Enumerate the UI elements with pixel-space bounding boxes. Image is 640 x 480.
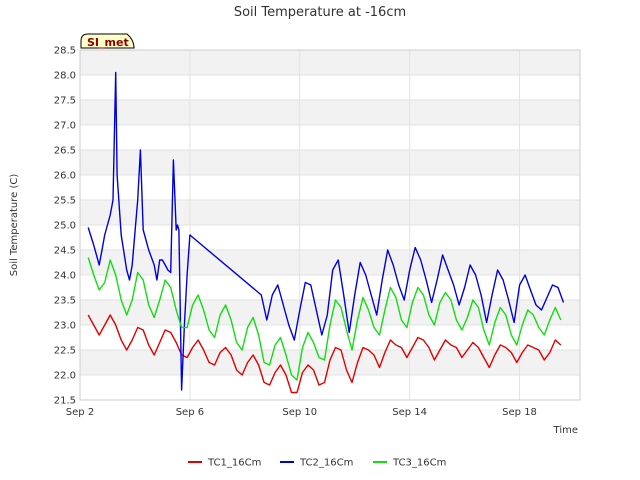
y-tick-label: 23.0	[54, 321, 76, 332]
x-axis-label: Time	[553, 425, 578, 436]
y-tick-label: 23.5	[54, 296, 76, 307]
chart-title: Soil Temperature at -16cm	[234, 5, 406, 20]
y-tick-label: 28.5	[54, 46, 76, 57]
y-axis-ticks: 21.5 22.0 22.5 23.0 23.5 24.0 24.5 25.0 25.5 26.0…	[54, 46, 76, 407]
x-axis-ticks: Sep 2 Sep 6 Sep 10 Sep 14 Sep 18	[66, 407, 537, 418]
background-band	[80, 200, 580, 225]
series-lines	[87, 71, 565, 394]
y-tick-label: 24.0	[54, 271, 76, 282]
x-tick-label: Sep 10	[282, 407, 317, 418]
site-badge: SI_met	[80, 33, 135, 49]
site-badge-shape	[80, 33, 135, 49]
y-tick-label: 28.0	[54, 71, 76, 82]
y-axis-label: Soil Temperature (C)	[9, 174, 20, 277]
background-band	[80, 150, 580, 175]
y-tick-label: 25.5	[54, 196, 76, 207]
y-tick-label: 27.0	[54, 121, 76, 132]
x-tick-label: Sep 2	[66, 407, 94, 418]
y-tick-label: 26.5	[54, 146, 76, 157]
background-band	[80, 100, 580, 125]
x-tick-label: Sep 14	[392, 407, 427, 418]
legend-label: TC3_16Cm	[392, 458, 446, 469]
y-tick-label: 22.0	[54, 371, 76, 382]
plot-background-bands	[80, 50, 580, 375]
legend: TC1_16Cm TC2_16Cm TC3_16Cm	[188, 458, 446, 469]
y-tick-label: 27.5	[54, 96, 76, 107]
background-band	[80, 50, 580, 75]
x-tick-label: Sep 6	[176, 407, 204, 418]
background-band	[80, 300, 580, 325]
legend-label: TC1_16Cm	[207, 458, 261, 469]
site-badge-label: SI_met	[87, 36, 129, 49]
series-line-tc2-16cm	[87, 71, 565, 391]
y-tick-label: 24.5	[54, 246, 76, 257]
plot-frame	[79, 49, 581, 401]
y-tick-label: 25.0	[54, 221, 76, 232]
x-tick-label: Sep 18	[502, 407, 537, 418]
y-tick-label: 26.0	[54, 171, 76, 182]
y-tick-label: 21.5	[54, 396, 76, 407]
series-line-tc1-16cm	[87, 314, 562, 394]
series-line-tc3-16cm	[87, 257, 562, 381]
legend-label: TC2_16Cm	[299, 458, 353, 469]
y-tick-label: 22.5	[54, 346, 76, 357]
